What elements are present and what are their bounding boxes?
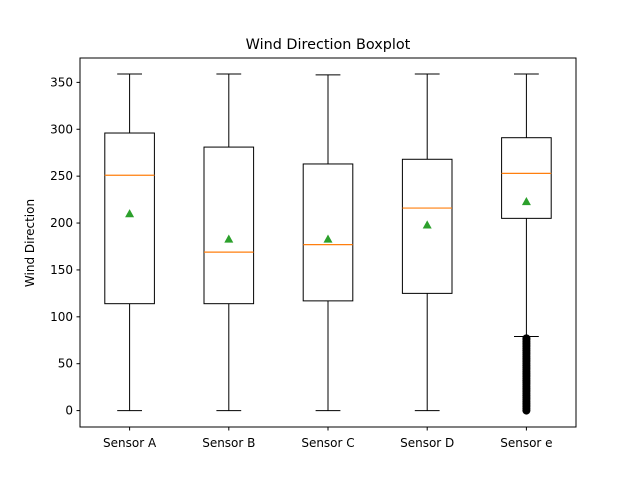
y-tick-label: 350 [50, 75, 73, 89]
x-tick-label: Sensor B [202, 436, 255, 450]
x-tick-label: Sensor D [400, 436, 454, 450]
mean-marker [224, 234, 234, 243]
mean-marker [323, 234, 333, 243]
y-tick-label: 0 [65, 404, 73, 418]
x-tick-label: Sensor C [301, 436, 354, 450]
box-group [203, 73, 255, 412]
mean-marker [422, 220, 432, 229]
mean-marker [125, 209, 135, 218]
box [401, 158, 453, 294]
chart-title: Wind Direction Boxplot [246, 37, 411, 53]
y-axis-label: Wind Direction [23, 199, 37, 287]
box-group [501, 73, 552, 415]
box-group [401, 73, 453, 412]
y-tick-label: 250 [50, 169, 73, 183]
box [302, 163, 354, 302]
box [501, 137, 552, 219]
y-tick-label: 200 [50, 216, 73, 230]
box-group [104, 73, 155, 412]
box [203, 146, 255, 305]
plot-frame [79, 57, 577, 428]
box-group [302, 74, 354, 412]
box [104, 132, 155, 305]
y-tick-label: 300 [50, 122, 73, 136]
y-tick-label: 150 [50, 263, 73, 277]
plot-marks [104, 73, 552, 415]
x-axis-ticks: Sensor A Sensor B Sensor C Sensor D Sensor e [103, 427, 553, 450]
mean-marker [521, 196, 531, 206]
y-tick-label: 50 [58, 357, 73, 371]
x-tick-label: Sensor A [103, 436, 157, 450]
x-tick-label: Sensor e [500, 436, 552, 450]
y-axis-ticks: 0 50 100 150 200 250 300 350 [50, 75, 80, 418]
y-tick-label: 100 [50, 310, 73, 324]
outlier-point [522, 334, 531, 343]
